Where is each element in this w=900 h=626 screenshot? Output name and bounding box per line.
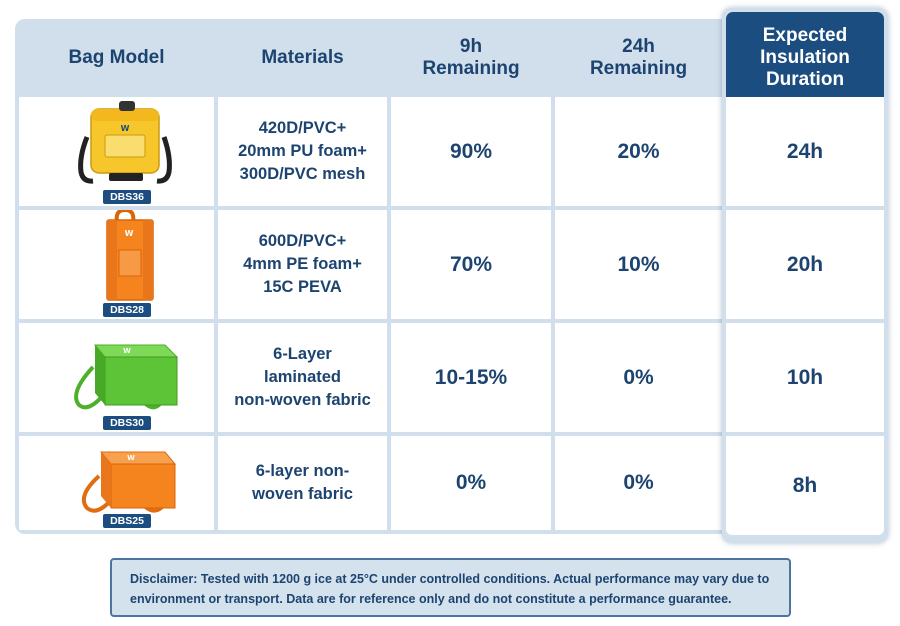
expected-duration-cell: 8h <box>726 436 884 535</box>
header-9h-remaining: 9h Remaining <box>422 35 520 79</box>
orange-cooler-box-icon: W DBS25 <box>19 436 214 530</box>
table-row: W DBS36 420D/PVC+ 20mm PU foam+ 300D/PVC… <box>19 97 722 206</box>
expected-duration-cell: 20h <box>726 210 884 319</box>
svg-text:W: W <box>121 124 130 133</box>
remaining-24h-cell: 20% <box>555 97 722 206</box>
table-row: W DBS28 600D/PVC+ 4mm PE foam+ 15C PEVA … <box>19 210 722 319</box>
svg-text:W: W <box>123 347 131 355</box>
remaining-9h-cell: 10-15% <box>391 323 551 432</box>
remaining-24h-cell: 0% <box>555 436 722 530</box>
remaining-24h-cell: 0% <box>555 323 722 432</box>
header-bag-model: Bag Model <box>68 46 165 68</box>
header-expected-insulation-duration: Expected Insulation Duration <box>726 12 884 104</box>
remaining-24h-cell: 10% <box>555 210 722 319</box>
bag-model-cell: W DBS28 <box>19 210 214 319</box>
bag-model-cell: W DBS25 <box>19 436 214 530</box>
expected-duration-column: Expected Insulation Duration 24h 20h 10h… <box>722 8 888 543</box>
model-label: DBS25 <box>103 514 151 528</box>
svg-text:W: W <box>125 229 134 238</box>
model-label: DBS36 <box>103 190 151 204</box>
header-24h-remaining: 24h Remaining <box>589 35 688 79</box>
header-materials: Materials <box>261 46 344 68</box>
remaining-9h-cell: 0% <box>391 436 551 530</box>
materials-cell: 600D/PVC+ 4mm PE foam+ 15C PEVA <box>218 210 387 319</box>
expected-duration-cell: 10h <box>726 323 884 432</box>
model-label: DBS30 <box>103 416 151 430</box>
materials-cell: 420D/PVC+ 20mm PU foam+ 300D/PVC mesh <box>218 97 387 206</box>
green-cooler-box-icon: W DBS30 <box>19 323 214 432</box>
expected-duration-cell: 24h <box>726 97 884 206</box>
disclaimer-box: Disclaimer: Tested with 1200 g ice at 25… <box>110 558 791 617</box>
svg-text:W: W <box>127 454 135 462</box>
materials-cell: 6-layer non- woven fabric <box>218 436 387 530</box>
table-row: W DBS25 6-layer non- woven fabric 0% 0% <box>19 436 722 545</box>
bag-model-cell: W DBS30 <box>19 323 214 432</box>
bag-model-cell: W DBS36 <box>19 97 214 206</box>
remaining-9h-cell: 70% <box>391 210 551 319</box>
materials-cell: 6-Layer laminated non-woven fabric <box>218 323 387 432</box>
model-label: DBS28 <box>103 303 151 317</box>
yellow-cooler-bag-icon: W DBS36 <box>19 97 214 206</box>
table-row: W DBS30 6-Layer laminated non-woven fabr… <box>19 323 722 432</box>
remaining-9h-cell: 90% <box>391 97 551 206</box>
orange-tote-bag-icon: W DBS28 <box>19 210 214 319</box>
